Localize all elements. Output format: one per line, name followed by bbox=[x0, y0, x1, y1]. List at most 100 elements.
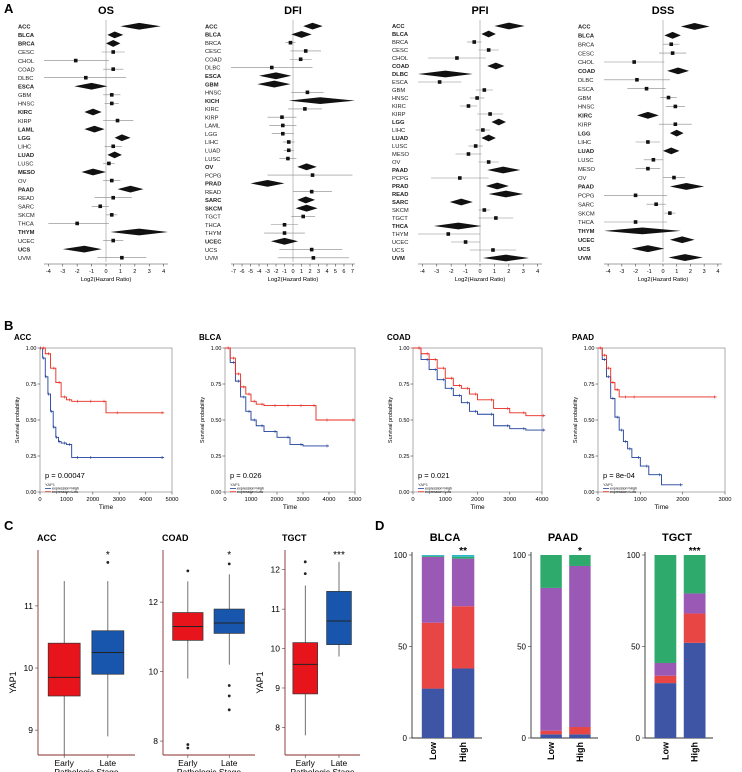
x-tick-label: 0 bbox=[661, 269, 664, 275]
bar-segment-green bbox=[654, 555, 677, 663]
cancer-label: UVM bbox=[18, 256, 31, 262]
x-tick-label: Low bbox=[660, 741, 670, 760]
cancer-label: OV bbox=[205, 165, 214, 171]
x-axis-label: Log2(Hazard Ratio) bbox=[81, 277, 132, 283]
cancer-label: DLBC bbox=[392, 72, 409, 78]
y-tick-label: 100 bbox=[513, 551, 527, 560]
x-tick-label: 3000 bbox=[719, 497, 732, 503]
x-tick-label: -2 bbox=[75, 269, 80, 275]
forest-title: PFI bbox=[471, 5, 488, 17]
cancer-label: KIRP bbox=[392, 112, 406, 118]
hr-point bbox=[286, 156, 290, 161]
x-tick-label: -1 bbox=[89, 269, 94, 275]
hr-point bbox=[109, 101, 114, 106]
hr-point bbox=[305, 90, 310, 95]
cancer-label: LUAD bbox=[578, 149, 594, 155]
hr-point bbox=[491, 248, 495, 252]
hr-diamond bbox=[288, 97, 355, 105]
hr-point bbox=[280, 115, 284, 119]
hr-point bbox=[107, 161, 111, 166]
x-tick-label: 2000 bbox=[676, 497, 689, 503]
hr-point bbox=[446, 232, 451, 236]
y-tick-label: 10 bbox=[271, 644, 281, 654]
hr-point bbox=[644, 86, 649, 91]
cancer-label: BRCA bbox=[578, 42, 594, 48]
x-tick-label: 0 bbox=[411, 497, 414, 503]
forest-dss: DSS ACC BLCA BRCA CESC CHOL COAD DLBC ESCA GBM HNS… bbox=[578, 5, 722, 283]
hr-diamond bbox=[433, 222, 482, 230]
x-tick-label: 0 bbox=[38, 497, 41, 503]
bar-segment-red bbox=[421, 622, 445, 689]
hr-point bbox=[481, 128, 485, 132]
significance-mark: * bbox=[227, 550, 231, 561]
hr-diamond bbox=[636, 111, 659, 119]
x-tick-label: -1 bbox=[647, 269, 652, 275]
x-tick-label: 2000 bbox=[86, 497, 99, 503]
cancer-label: MESO bbox=[578, 167, 596, 173]
p-value: p = 0.00047 bbox=[45, 471, 85, 480]
significance-mark: ** bbox=[459, 546, 467, 557]
outlier-point bbox=[227, 708, 231, 712]
x-tick-label: 6 bbox=[342, 269, 345, 275]
cancer-label: HNSC bbox=[392, 96, 408, 102]
hr-point bbox=[654, 202, 658, 207]
cancer-label: UVM bbox=[392, 256, 405, 262]
hr-point bbox=[486, 160, 491, 164]
cancer-label: READ bbox=[205, 190, 221, 196]
x-tick-label: 4000 bbox=[323, 497, 336, 503]
cancer-label: BLCA bbox=[392, 32, 409, 38]
hr-diamond bbox=[110, 228, 168, 236]
x-tick-label: 4 bbox=[536, 269, 539, 275]
legend-label-high: expression=High bbox=[237, 487, 264, 491]
x-tick-label: 2 bbox=[507, 269, 510, 275]
x-tick-label: -3 bbox=[60, 269, 65, 275]
cancer-label: OV bbox=[578, 176, 587, 182]
hr-diamond bbox=[117, 185, 144, 193]
x-tick-label: 3000 bbox=[113, 497, 126, 503]
hr-diamond bbox=[107, 31, 124, 39]
hr-point bbox=[651, 157, 656, 162]
x-tick-label: 4 bbox=[716, 269, 719, 275]
cancer-label: CESC bbox=[205, 49, 221, 55]
y-tick-label: 50 bbox=[398, 643, 407, 652]
cancer-label: COAD bbox=[578, 69, 595, 75]
cancer-label: SKCM bbox=[578, 211, 595, 217]
y-tick-label: 50 bbox=[517, 643, 526, 652]
cancer-label: PRAD bbox=[205, 182, 221, 188]
cancer-label: KIRP bbox=[205, 115, 219, 121]
km-curve-high bbox=[225, 347, 329, 447]
cancer-label: CHOL bbox=[578, 60, 595, 66]
x-tick-label: -1 bbox=[282, 269, 287, 275]
cancer-label: LIHC bbox=[578, 140, 591, 146]
x-axis-label: Log2(Hazard Ratio) bbox=[455, 277, 506, 283]
forest-os: OS ACC BLCA BRCA CESC CHOL COAD DLBC ESCA GBM HNSC… bbox=[18, 5, 168, 283]
y-tick-label: 12 bbox=[271, 565, 281, 575]
cancer-label: UCEC bbox=[392, 240, 408, 246]
cancer-label: THCA bbox=[392, 224, 409, 230]
y-tick-label: 100 bbox=[394, 551, 408, 560]
hr-point bbox=[288, 40, 293, 45]
cancer-label: ACC bbox=[392, 24, 405, 30]
cancer-label: OV bbox=[392, 160, 401, 166]
hr-point bbox=[673, 122, 678, 127]
km-title: COAD bbox=[387, 333, 411, 342]
bar-segment-purple bbox=[569, 565, 591, 728]
p-value: p = 0.021 bbox=[418, 471, 450, 480]
significance-mark: *** bbox=[689, 546, 701, 557]
hr-point bbox=[98, 204, 103, 209]
hr-point bbox=[668, 211, 672, 215]
x-tick-label: Low bbox=[546, 741, 556, 760]
x-tick-label: -5 bbox=[248, 269, 253, 275]
y-tick-label: 0.25 bbox=[211, 454, 222, 460]
x-tick-label: -3 bbox=[434, 269, 439, 275]
hr-point bbox=[109, 93, 114, 97]
y-tick-label: 0.00 bbox=[26, 490, 37, 496]
cancer-label: MESO bbox=[18, 170, 36, 176]
panel-label-a: A bbox=[4, 1, 14, 16]
y-axis-label: Survival probability bbox=[200, 397, 206, 443]
hr-point bbox=[458, 176, 462, 180]
y-tick-label: 1.00 bbox=[399, 346, 410, 352]
bar-segment-cyan bbox=[421, 555, 445, 556]
bar-title: PAAD bbox=[548, 532, 578, 544]
